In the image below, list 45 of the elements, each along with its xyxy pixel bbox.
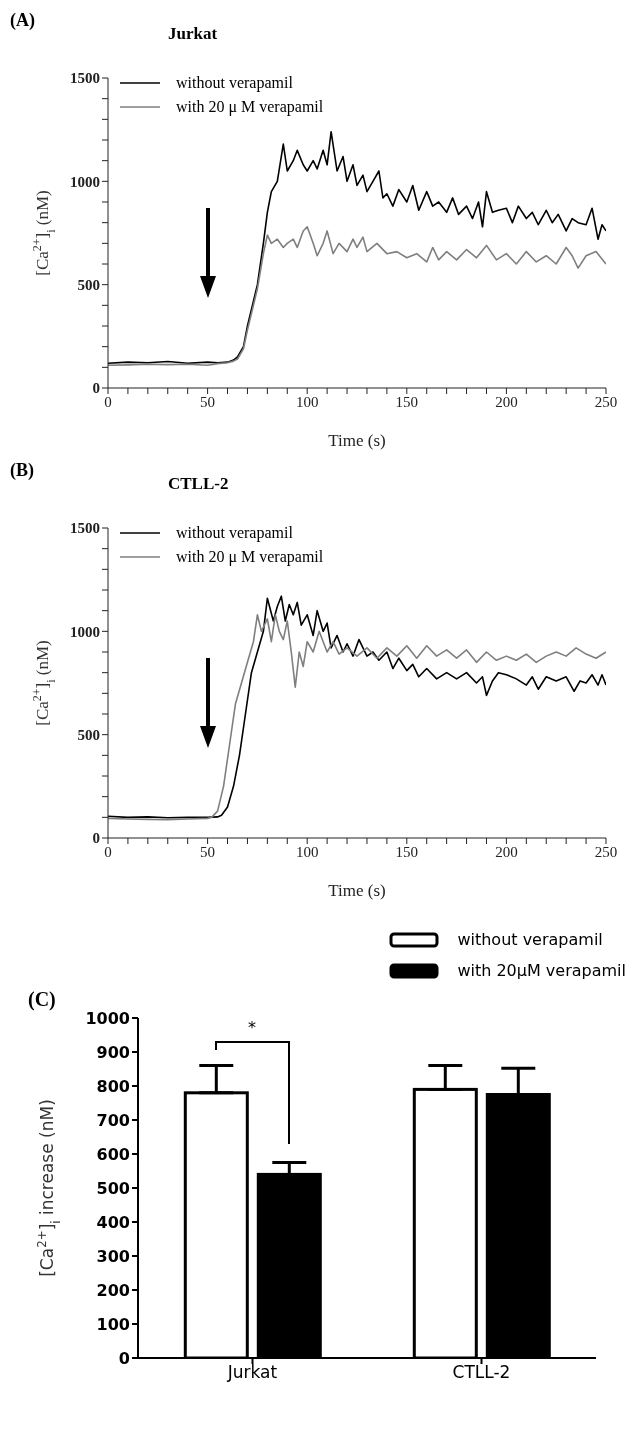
y-tick-label: 500	[77, 276, 100, 293]
y-tick-label: 300	[96, 1246, 130, 1266]
y-tick-label: 1000	[70, 623, 100, 640]
y-tick-label: 0	[118, 1348, 130, 1368]
x-tick-label: 100	[295, 843, 319, 860]
x-tick-label: 200	[495, 393, 518, 410]
y-tick-label: 700	[96, 1110, 130, 1130]
y-tick-label: 1500	[70, 70, 100, 87]
text: (C)	[28, 988, 56, 1011]
annotation: *	[248, 1018, 256, 1037]
x-axis-title: Time (s)	[328, 881, 386, 900]
y-tick-label: 500	[96, 1178, 130, 1198]
chart-title: CTLL-2	[168, 474, 229, 494]
y-tick-label: 800	[96, 1076, 130, 1096]
y-tick-label: 0	[92, 830, 100, 847]
y-tick-label: 600	[96, 1144, 130, 1164]
y-tick-label: 900	[96, 1042, 130, 1062]
legend-label: with 20 μ M verapamil	[176, 98, 324, 116]
y-tick-label: 500	[77, 726, 100, 743]
x-tick-label: 150	[395, 843, 419, 860]
y-tick-label: 100	[96, 1314, 130, 1334]
y-tick-label: 0	[92, 380, 100, 397]
y-tick-label: 200	[96, 1280, 130, 1300]
line-series	[108, 226, 606, 367]
x-tick-label: 150	[395, 393, 419, 410]
line-series	[108, 130, 606, 364]
x-tick-label: 250	[594, 843, 618, 860]
x-tick-label: 200	[495, 843, 518, 860]
y-tick-label: 1500	[70, 520, 100, 537]
x-tick-label: 50	[200, 843, 216, 860]
legend-label: without verapamil	[176, 74, 293, 92]
legend-label: with 20μM verapamil	[457, 961, 626, 980]
legend-label: with 20 μ M verapamil	[176, 548, 324, 566]
chart-title: Jurkat	[168, 24, 218, 44]
legend-label: without verapamil	[457, 930, 603, 949]
x-tick-label: 100	[295, 393, 319, 410]
text: (B)	[10, 460, 34, 481]
legend-label: without verapamil	[176, 524, 293, 542]
text: (A)	[10, 10, 35, 31]
y-tick-label: 1000	[85, 1008, 130, 1028]
x-tick-label: 250	[594, 393, 618, 410]
x-tick-label: 50	[200, 393, 216, 410]
x-axis-title: Time (s)	[328, 431, 386, 450]
y-tick-label: 1000	[70, 173, 100, 190]
y-tick-label: 400	[96, 1212, 130, 1232]
